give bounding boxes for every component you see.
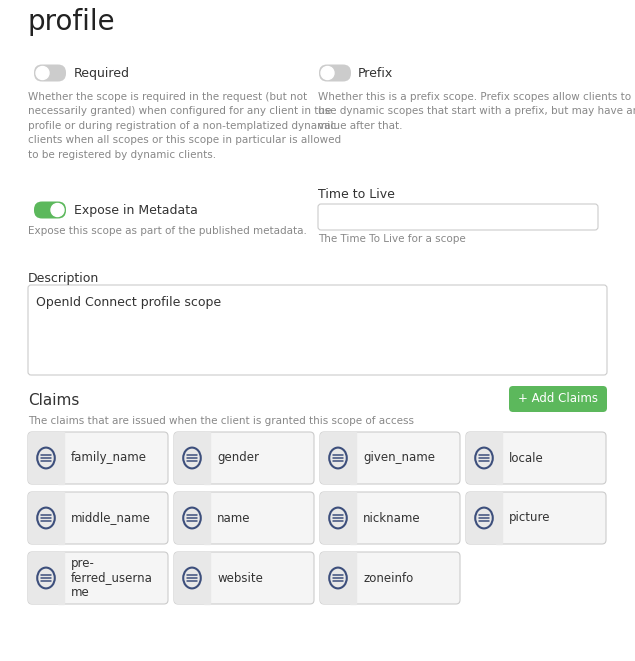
Bar	[496, 432, 502, 484]
Text: family_name: family_name	[71, 451, 147, 465]
FancyBboxPatch shape	[28, 492, 64, 544]
Text: Expose this scope as part of the published metadata.: Expose this scope as part of the publish…	[28, 226, 307, 236]
FancyBboxPatch shape	[174, 432, 210, 484]
FancyBboxPatch shape	[466, 432, 502, 484]
FancyBboxPatch shape	[174, 552, 210, 604]
Bar	[350, 432, 356, 484]
Bar	[58, 492, 64, 544]
Text: Time to Live: Time to Live	[318, 188, 395, 201]
FancyBboxPatch shape	[319, 65, 351, 81]
Text: OpenId Connect profile scope: OpenId Connect profile scope	[36, 296, 221, 309]
Text: gender: gender	[217, 451, 259, 465]
FancyBboxPatch shape	[28, 432, 168, 484]
FancyBboxPatch shape	[320, 432, 460, 484]
Bar	[350, 552, 356, 604]
Text: zoneinfo: zoneinfo	[363, 572, 413, 584]
Bar	[58, 432, 64, 484]
Text: nickname: nickname	[363, 512, 420, 524]
Bar	[204, 492, 210, 544]
Text: Claims: Claims	[28, 393, 79, 408]
FancyBboxPatch shape	[28, 492, 168, 544]
Bar	[204, 432, 210, 484]
FancyBboxPatch shape	[320, 552, 460, 604]
Text: Description: Description	[28, 272, 99, 285]
Text: middle_name: middle_name	[71, 512, 151, 524]
Text: pre-
ferred_userna
me: pre- ferred_userna me	[71, 557, 153, 600]
FancyBboxPatch shape	[466, 492, 606, 544]
FancyBboxPatch shape	[28, 432, 64, 484]
Circle shape	[51, 204, 64, 217]
Text: locale: locale	[509, 451, 544, 465]
Bar	[58, 552, 64, 604]
Text: Expose in Metadata: Expose in Metadata	[74, 204, 198, 217]
FancyBboxPatch shape	[320, 432, 356, 484]
FancyBboxPatch shape	[174, 552, 314, 604]
FancyBboxPatch shape	[28, 285, 607, 375]
FancyBboxPatch shape	[34, 202, 66, 219]
Text: given_name: given_name	[363, 451, 435, 465]
Text: The Time To Live for a scope: The Time To Live for a scope	[318, 234, 465, 244]
FancyBboxPatch shape	[466, 432, 606, 484]
Text: Whether this is a prefix scope. Prefix scopes allow clients to
use dynamic scope: Whether this is a prefix scope. Prefix s…	[318, 92, 635, 131]
Text: The claims that are issued when the client is granted this scope of access: The claims that are issued when the clie…	[28, 416, 414, 426]
Bar	[350, 492, 356, 544]
Text: name: name	[217, 512, 250, 524]
FancyBboxPatch shape	[320, 492, 460, 544]
FancyBboxPatch shape	[174, 432, 314, 484]
Text: Prefix: Prefix	[358, 67, 393, 80]
FancyBboxPatch shape	[509, 386, 607, 412]
FancyBboxPatch shape	[28, 552, 168, 604]
Text: picture: picture	[509, 512, 551, 524]
Text: + Add Claims: + Add Claims	[518, 393, 598, 405]
FancyBboxPatch shape	[174, 492, 314, 544]
Text: website: website	[217, 572, 263, 584]
Text: profile: profile	[28, 8, 116, 36]
Text: Required: Required	[74, 67, 130, 80]
FancyBboxPatch shape	[28, 552, 64, 604]
FancyBboxPatch shape	[174, 492, 210, 544]
Circle shape	[36, 67, 49, 79]
FancyBboxPatch shape	[320, 552, 356, 604]
FancyBboxPatch shape	[466, 492, 502, 544]
Bar	[496, 492, 502, 544]
Text: Whether the scope is required in the request (but not
necessarily granted) when : Whether the scope is required in the req…	[28, 92, 341, 159]
FancyBboxPatch shape	[318, 204, 598, 230]
FancyBboxPatch shape	[320, 492, 356, 544]
FancyBboxPatch shape	[34, 65, 66, 81]
Circle shape	[321, 67, 334, 79]
Bar	[204, 552, 210, 604]
